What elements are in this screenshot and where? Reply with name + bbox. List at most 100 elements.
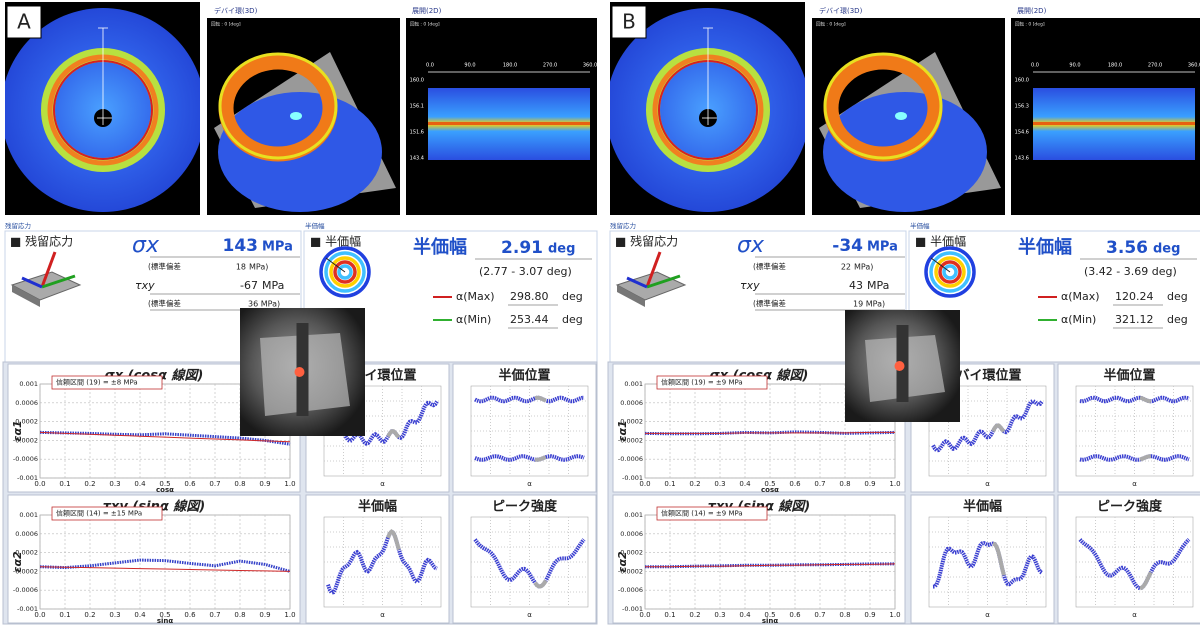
small-chart-title: 半価幅: [358, 499, 397, 515]
y-tick-label: 0.001: [19, 511, 38, 519]
min-label: α(Min): [456, 313, 491, 326]
unrolled-x-tick: 180.0: [503, 63, 517, 69]
max-unit: deg: [1167, 290, 1188, 303]
fwhm-heading: ■ 半価幅: [310, 234, 361, 249]
ring3d-title: デバイ環(3D): [214, 6, 258, 15]
unrolled-peak: [428, 122, 590, 125]
x-tick-label: 0.3: [714, 480, 725, 488]
x-axis-label: sinα: [762, 617, 779, 625]
max-value: 120.24: [1115, 290, 1154, 303]
fwhm-unit: deg: [1153, 242, 1180, 257]
ring-image: [606, 8, 810, 212]
stress-heading: ■ 残留応力: [615, 235, 678, 249]
x-tick-label: 1.0: [284, 480, 295, 488]
page: {"panels":[ {"label":"A", "images":{"rin…: [0, 0, 1200, 625]
small-x-label: α: [985, 611, 990, 619]
y-tick-label: 0.0006: [620, 399, 643, 407]
panel-label: B: [622, 10, 636, 34]
x-tick-label: 0.2: [689, 611, 700, 619]
x-tick-label: 0.6: [184, 611, 196, 619]
small-chart-title: ピーク強度: [492, 499, 558, 515]
small-x-label: α: [1132, 480, 1137, 488]
unrolled-y-tick: 160.0: [1015, 78, 1029, 84]
photo-glow: [895, 361, 905, 371]
plot-area: [645, 515, 895, 609]
x-tick-label: 0.4: [134, 611, 146, 619]
y-tick-label: -0.0006: [618, 586, 643, 594]
unrolled-y-tick: 151.6: [410, 130, 424, 136]
fwhm-unit: deg: [548, 242, 575, 257]
x-tick-label: 0.2: [84, 611, 95, 619]
unrolled-x-tick: 90.0: [464, 63, 475, 69]
panel: Bデバイ環(3D)回転 : 0 [deg]展開(2D)回転 : 0 [deg]0…: [606, 2, 1200, 625]
x-tick-label: 0.1: [59, 480, 70, 488]
unrolled-title: 展開(2D): [1017, 7, 1047, 15]
sd-label: (標準偏差: [753, 261, 786, 271]
tau-symbol: τxy: [740, 279, 760, 292]
x-axis-label: sinα: [157, 617, 174, 625]
small-x-label: α: [1132, 611, 1137, 619]
ring3d-note: 回転 : 0 [deg]: [816, 22, 846, 28]
tau-unit: MPa: [262, 279, 284, 292]
unrolled-x-tick: 270.0: [1148, 63, 1162, 69]
x-tick-label: 0.0: [639, 480, 650, 488]
x-tick-label: 0.3: [109, 611, 120, 619]
hole-3d: [290, 112, 302, 120]
y-axis-label: εα1: [11, 420, 24, 441]
ring3d-title: デバイ環(3D): [819, 6, 863, 15]
y-tick-label: -0.0006: [13, 586, 38, 594]
min-unit: deg: [562, 313, 583, 326]
sd-value: 22: [841, 263, 851, 272]
small-x-label: α: [527, 480, 532, 488]
x-tick-label: 0.6: [789, 611, 801, 619]
x-tick-label: 0.1: [59, 611, 70, 619]
x-tick-label: 0.9: [259, 611, 270, 619]
x-tick-label: 0.9: [864, 480, 875, 488]
y-tick-label: 0.0006: [15, 530, 38, 538]
sd-value: 18: [236, 263, 246, 272]
min-value: 321.12: [1115, 313, 1154, 326]
tau-sd-label: (標準偏差: [753, 298, 786, 308]
confidence-note: 信頼区間 (14) = ±15 MPa: [56, 509, 142, 518]
x-tick-label: 1.0: [889, 611, 900, 619]
unrolled-x-tick: 360.0: [1188, 63, 1200, 69]
ring3d-note: 回転 : 0 [deg]: [211, 22, 241, 28]
unrolled-x-tick: 270.0: [543, 63, 557, 69]
small-x-label: α: [380, 480, 385, 488]
unrolled-y-tick: 156.1: [410, 104, 424, 110]
fwhm-range: (3.42 - 3.69 deg): [1084, 265, 1177, 278]
unrolled-x-tick: 180.0: [1108, 63, 1122, 69]
max-unit: deg: [562, 290, 583, 303]
small-chart-title: 半価位置: [498, 368, 550, 384]
sigma-value: -34: [832, 236, 863, 256]
x-tick-label: 0.2: [689, 480, 700, 488]
x-tick-label: 0.6: [184, 480, 196, 488]
x-tick-label: 0.8: [234, 611, 245, 619]
x-tick-label: 0.1: [664, 611, 675, 619]
unrolled-title: 展開(2D): [412, 7, 442, 15]
tau-sd-value: 36 MPa): [248, 300, 280, 309]
sigma-value: 143: [223, 236, 259, 256]
y-axis-label: εα2: [11, 551, 24, 573]
ring-image: [1, 8, 205, 212]
x-tick-label: 0.7: [209, 480, 220, 488]
small-x-label: α: [380, 611, 385, 619]
fwhm-range: (2.77 - 3.07 deg): [479, 265, 572, 278]
unrolled-x-tick: 90.0: [1069, 63, 1080, 69]
y-tick-label: 0.001: [624, 511, 643, 519]
unrolled-y-tick: 156.3: [1015, 104, 1029, 110]
x-tick-label: 0.8: [839, 611, 850, 619]
sd-label: (標準偏差: [148, 261, 181, 271]
sigma-unit: MPa: [262, 240, 293, 255]
section-label: 残留応力: [610, 221, 636, 230]
sigma-unit: MPa: [867, 240, 898, 255]
fwhm-value: 3.56: [1106, 238, 1148, 258]
x-tick-label: 0.4: [134, 480, 146, 488]
unrolled-y-tick: 143.4: [410, 156, 424, 162]
fwhm-value: 2.91: [501, 238, 543, 258]
confidence-note: 信頼区間 (19) = ±9 MPa: [661, 378, 743, 387]
min-unit: deg: [1167, 313, 1188, 326]
sd-unit: MPa): [249, 263, 268, 272]
x-tick-label: 0.9: [259, 480, 270, 488]
x-tick-label: 0.3: [714, 611, 725, 619]
